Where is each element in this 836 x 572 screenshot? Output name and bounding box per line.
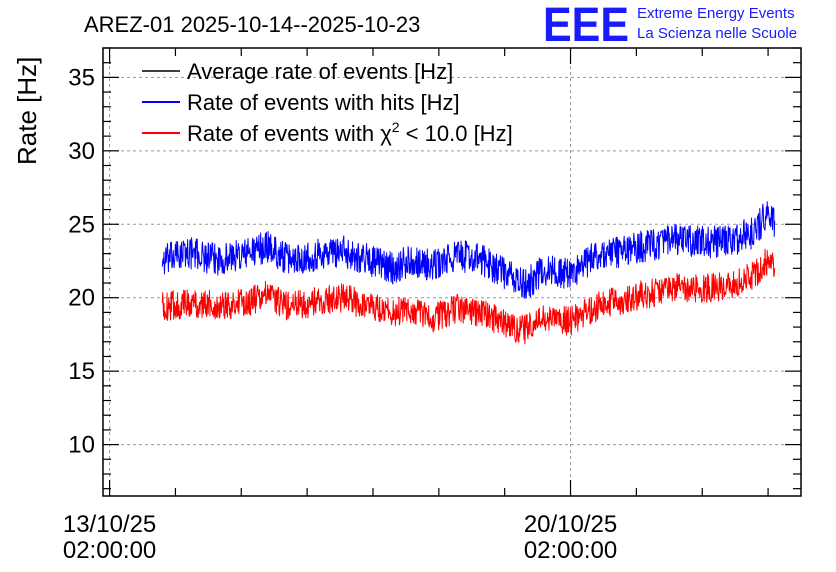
y-tick-labels: 10 15 20 25 30 35 xyxy=(68,64,95,458)
series-layer xyxy=(161,201,776,345)
eee-logo-icon: EEE xyxy=(543,0,629,52)
legend-label-average: Average rate of events [Hz] xyxy=(187,59,453,84)
legend-label-chi2-sup: 2 xyxy=(392,119,400,135)
y-tick-label: 20 xyxy=(68,285,95,312)
y-axis-label: Rate [Hz] xyxy=(12,57,42,165)
legend-label-chi2-pre: Rate of events with χ xyxy=(187,121,392,146)
grid-lines xyxy=(103,48,801,496)
axis-ticks xyxy=(103,47,801,496)
legend-label-chi2: Rate of events with χ2 < 10.0 [Hz] xyxy=(187,119,513,146)
x-tick-label-date: 20/10/25 xyxy=(524,511,617,538)
x-tick-label-time: 02:00:00 xyxy=(524,537,617,564)
logo-line-1: Extreme Energy Events xyxy=(637,5,795,22)
x-tick-label-time: 02:00:00 xyxy=(63,537,156,564)
plot-frame xyxy=(102,47,802,497)
y-tick-label: 25 xyxy=(68,211,95,238)
series-line-2 xyxy=(161,248,776,345)
y-tick-label: 35 xyxy=(68,64,95,91)
y-tick-label: 10 xyxy=(68,432,95,459)
chart-title: AREZ-01 2025-10-14--2025-10-23 xyxy=(84,12,420,37)
y-tick-label: 15 xyxy=(68,358,95,385)
logo-line-2: La Scienza nelle Scuole xyxy=(637,25,797,42)
legend: Average rate of events [Hz] Rate of even… xyxy=(142,59,513,146)
legend-label-hits: Rate of events with hits [Hz] xyxy=(187,90,460,115)
x-tick-label-date: 13/10/25 xyxy=(63,511,156,538)
y-tick-label: 30 xyxy=(68,138,95,165)
series-line-1 xyxy=(161,201,776,299)
legend-label-chi2-post: < 10.0 [Hz] xyxy=(400,121,513,146)
